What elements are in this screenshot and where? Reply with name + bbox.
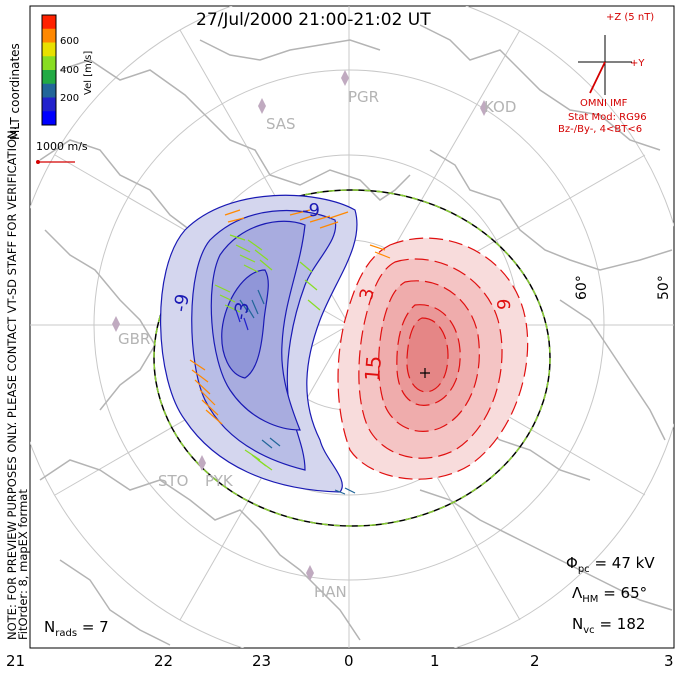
colorbar-label: Vel [m/s] xyxy=(83,50,94,95)
radar-count: Nrads = 7 xyxy=(44,618,109,639)
imf-vector xyxy=(589,61,606,94)
station-markers xyxy=(112,70,488,581)
colorbar-segment xyxy=(42,42,56,57)
mlt-tick-21: 21 xyxy=(6,652,26,670)
nvc-value: = 182 xyxy=(599,615,646,633)
contour-label-neg3: -3 xyxy=(230,300,254,322)
nrads-value: = 7 xyxy=(81,618,109,636)
mlt-tick-23: 23 xyxy=(252,652,272,670)
speed-reference-dot xyxy=(36,160,40,164)
plot-frame xyxy=(29,5,675,649)
mlt-tick-1: 1 xyxy=(430,652,440,670)
hm-value: = 65° xyxy=(603,584,648,602)
station-label-sto: STO xyxy=(158,472,189,490)
colorbar-segment xyxy=(42,97,56,112)
contour-label-neg9-top: -9 xyxy=(302,200,320,221)
hm-subscript: HM xyxy=(582,594,599,605)
positive-potential-cell xyxy=(337,237,529,480)
colorbar-segment xyxy=(42,83,56,98)
phi-symbol: Φ xyxy=(566,554,578,572)
heppner-maynard-boundary: ΛHM = 65° xyxy=(572,584,647,605)
station-label-pyk: PYK xyxy=(205,472,233,490)
hm-boundary-green xyxy=(153,189,551,527)
pole-marker xyxy=(420,368,430,378)
nvc-subscript: vc xyxy=(583,625,595,636)
station-label-pgr: PGR xyxy=(348,88,380,106)
contour-label-pos9: 9 xyxy=(494,298,515,310)
imf-model: Stat Mod: RG96 xyxy=(568,112,647,123)
mlt-tick-0: 0 xyxy=(344,652,354,670)
cross-polar-potential: Φpc = 47 kV xyxy=(566,554,655,575)
station-label-sas: SAS xyxy=(266,115,296,133)
imf-y-label: +Y xyxy=(630,58,645,69)
nrads-symbol: N xyxy=(44,618,56,636)
velocity-vectors xyxy=(189,209,391,495)
imf-source: OMNI IMF xyxy=(580,98,628,109)
phi-subscript: pc xyxy=(577,564,590,575)
latitude-label-60: 60° xyxy=(574,275,590,300)
station-label-kod: KOD xyxy=(484,98,517,116)
contour-label-pos15: 15 xyxy=(360,354,387,383)
colorbar-frame xyxy=(41,14,57,126)
colorbar-tick-200: 200 xyxy=(60,93,80,104)
station-label-han: HAN xyxy=(314,583,347,601)
vector-count: Nvc = 182 xyxy=(572,615,645,636)
imf-dial xyxy=(578,35,632,95)
nvc-symbol: N xyxy=(572,615,584,633)
negative-potential-cell xyxy=(160,194,358,493)
mlt-coordinates-label: MLT coordinates xyxy=(8,43,22,140)
mlt-tick-3: 3 xyxy=(664,652,674,670)
imf-z-label: +Z (5 nT) xyxy=(606,12,655,23)
nrads-subscript: rads xyxy=(55,628,78,639)
colorbar-segment xyxy=(42,111,56,126)
mlt-tick-22: 22 xyxy=(154,652,174,670)
fit-order-note: FitOrder: 8, mapEX format xyxy=(16,489,30,640)
phi-value: = 47 kV xyxy=(594,554,655,572)
map-title: 27/Jul/2000 21:00-21:02 UT xyxy=(196,10,431,30)
colorbar-tick-600: 600 xyxy=(60,36,80,47)
colorbar-segment xyxy=(42,56,56,71)
latitude-label-50: 50° xyxy=(656,275,672,300)
station-label-gbr: GBR xyxy=(118,330,151,348)
speed-reference-label: 1000 m/s xyxy=(36,140,88,153)
velocity-colorbar xyxy=(42,15,56,126)
imf-condition: Bz-/By-, 4<BT<6 xyxy=(558,124,643,135)
colorbar-segment xyxy=(42,28,56,43)
contour-label-neg9-left: -9 xyxy=(170,292,194,314)
mlt-tick-2: 2 xyxy=(530,652,540,670)
colorbar-tick-400: 400 xyxy=(60,65,80,76)
colorbar-segment xyxy=(42,70,56,85)
hm-symbol: Λ xyxy=(572,584,583,602)
colorbar-segment xyxy=(42,15,56,30)
